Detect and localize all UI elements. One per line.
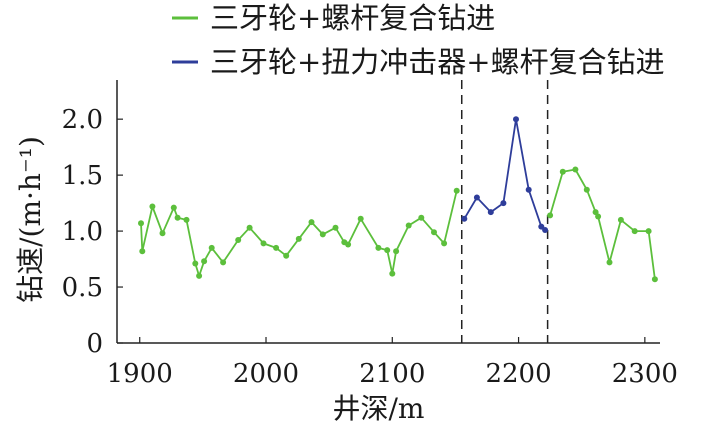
- data-point: [583, 186, 590, 193]
- data-point: [547, 212, 554, 219]
- y-axis-title: 钻速/(m·h⁻¹): [14, 136, 47, 303]
- data-point: [473, 194, 480, 201]
- data-point: [592, 209, 599, 216]
- data-point: [542, 227, 549, 233]
- y-tick-label: 2.0: [62, 105, 103, 135]
- data-point: [220, 259, 227, 266]
- data-point: [283, 252, 290, 259]
- data-point: [617, 216, 624, 223]
- data-point: [405, 222, 412, 229]
- x-tick-label: 2000: [233, 359, 299, 389]
- tick-labels: 1900 2000 2100 2200 2300 0 0.5 1.0 1.5 2.0: [62, 105, 678, 389]
- data-point: [170, 204, 177, 211]
- data-point: [525, 186, 532, 193]
- data-point: [345, 241, 352, 248]
- data-point: [559, 168, 566, 175]
- data-point: [183, 216, 190, 223]
- data-point: [606, 259, 613, 266]
- data-point: [196, 272, 203, 279]
- series-2: [547, 166, 658, 283]
- data-point: [572, 166, 579, 173]
- data-point: [631, 228, 638, 235]
- data-point: [273, 244, 280, 251]
- x-axis-title: 井深/m: [333, 392, 425, 425]
- y-tick-label: 0: [86, 329, 103, 359]
- data-point: [645, 228, 652, 235]
- data-point: [174, 214, 181, 221]
- data-point: [453, 187, 460, 194]
- data-point: [389, 270, 396, 277]
- data-point: [235, 237, 242, 243]
- data-point: [208, 244, 215, 251]
- data-point: [461, 215, 468, 222]
- x-tick-label: 2100: [359, 359, 425, 389]
- y-tick-label: 1.0: [62, 217, 103, 247]
- data-point: [260, 240, 267, 247]
- data-point: [246, 224, 253, 231]
- series-layer: [138, 116, 658, 283]
- series-line: [463, 118, 546, 231]
- data-point: [513, 116, 519, 123]
- separator-lines: [460, 80, 549, 343]
- x-tick-label: 2200: [485, 359, 551, 389]
- data-point: [487, 209, 494, 216]
- legend: 三牙轮+螺杆复合钻进 三牙轮+扭力冲击器+螺杆复合钻进: [172, 1, 665, 79]
- series-0: [138, 187, 460, 279]
- legend-label-blue: 三牙轮+扭力冲击器+螺杆复合钻进: [210, 45, 665, 79]
- data-point: [418, 214, 425, 221]
- data-point: [149, 203, 156, 210]
- y-tick-label: 0.5: [62, 273, 103, 303]
- series-line: [549, 168, 656, 280]
- data-point: [319, 231, 326, 238]
- data-point: [308, 219, 315, 226]
- data-point: [384, 247, 391, 254]
- data-point: [159, 230, 166, 237]
- data-point: [375, 244, 382, 251]
- data-point: [393, 248, 400, 255]
- data-point: [651, 276, 658, 283]
- axes: [116, 80, 660, 344]
- data-point: [295, 235, 302, 242]
- data-point: [192, 260, 199, 267]
- data-point: [201, 258, 208, 265]
- data-point: [138, 220, 144, 227]
- data-point: [441, 240, 448, 247]
- data-point: [595, 213, 602, 220]
- series-line: [140, 190, 458, 277]
- x-tick-label: 1900: [107, 359, 173, 389]
- series-1: [461, 116, 549, 233]
- x-tick-label: 2300: [612, 359, 678, 389]
- y-tick-label: 1.5: [62, 161, 103, 191]
- data-point: [500, 200, 507, 207]
- data-point: [332, 224, 339, 231]
- legend-label-green: 三牙轮+螺杆复合钻进: [210, 1, 495, 35]
- data-point: [357, 215, 364, 222]
- data-point: [139, 248, 146, 255]
- data-point: [431, 229, 437, 236]
